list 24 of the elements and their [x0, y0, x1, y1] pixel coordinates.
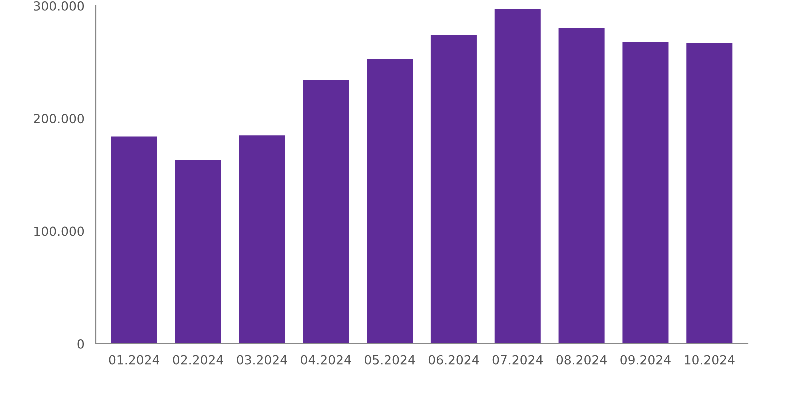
- bar: [558, 28, 605, 344]
- x-tick-label: 01.2024: [109, 355, 160, 365]
- bar: [430, 35, 477, 344]
- y-tick-label: 100.000: [34, 226, 84, 236]
- y-tick-label: 300.000: [34, 1, 84, 11]
- x-tick-label: 10.2024: [685, 355, 735, 365]
- x-tick-label: 05.2024: [365, 355, 416, 365]
- x-tick-label: 06.2024: [428, 355, 480, 365]
- bar: [239, 136, 286, 344]
- x-tick-label: 03.2024: [237, 355, 288, 365]
- bar: [367, 58, 414, 344]
- bar: [686, 43, 733, 344]
- bar: [622, 42, 669, 344]
- x-tick-label: 07.2024: [492, 355, 544, 365]
- x-tick-label: 08.2024: [556, 355, 607, 365]
- x-tick-label: 02.2024: [173, 355, 224, 365]
- x-tick-label: 04.2024: [301, 355, 352, 365]
- y-tick-label: 0: [78, 339, 84, 349]
- x-tick-label: 09.2024: [620, 355, 671, 365]
- bar: [175, 160, 222, 344]
- bar: [111, 136, 158, 344]
- y-tick-label: 200.000: [34, 114, 84, 124]
- bar: [303, 80, 350, 344]
- bar: [494, 9, 541, 344]
